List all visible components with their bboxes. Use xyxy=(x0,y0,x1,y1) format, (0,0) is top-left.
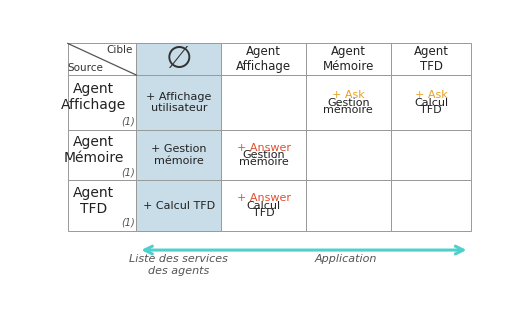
Text: Application: Application xyxy=(315,254,378,264)
Text: Agent
Mémoire: Agent Mémoire xyxy=(64,135,124,165)
Text: ∅: ∅ xyxy=(166,45,192,74)
Text: Gestion: Gestion xyxy=(242,150,285,160)
Bar xyxy=(391,130,471,180)
Text: TFD: TFD xyxy=(420,105,442,115)
Bar xyxy=(136,130,221,180)
Text: (1): (1) xyxy=(122,116,135,126)
Bar xyxy=(221,75,306,130)
Text: Source: Source xyxy=(67,63,103,73)
Text: Calcul: Calcul xyxy=(247,201,280,211)
Text: + Gestion
mémoire: + Gestion mémoire xyxy=(151,144,207,166)
Bar xyxy=(68,180,136,231)
Text: Agent
Affichage: Agent Affichage xyxy=(61,82,126,112)
Text: + Calcul TFD: + Calcul TFD xyxy=(143,201,215,211)
Text: Agent
Affichage: Agent Affichage xyxy=(236,45,291,73)
Text: + Ask: + Ask xyxy=(332,90,365,100)
Text: Agent
TFD: Agent TFD xyxy=(413,45,449,73)
Bar xyxy=(136,43,221,75)
Text: + Ask: + Ask xyxy=(414,90,448,100)
Text: Agent
Mémoire: Agent Mémoire xyxy=(322,45,374,73)
Text: mémoire: mémoire xyxy=(239,158,288,168)
Bar xyxy=(221,130,306,180)
Bar xyxy=(306,130,391,180)
Text: + Affichage
utilisateur: + Affichage utilisateur xyxy=(146,92,211,113)
Text: (1): (1) xyxy=(122,168,135,178)
Text: Gestion: Gestion xyxy=(327,98,370,108)
Text: mémoire: mémoire xyxy=(323,105,373,115)
Bar xyxy=(221,43,306,75)
Bar xyxy=(306,75,391,130)
Bar xyxy=(391,180,471,231)
Text: Calcul: Calcul xyxy=(414,98,448,108)
Bar xyxy=(136,180,221,231)
Bar xyxy=(391,43,471,75)
Bar xyxy=(136,75,221,130)
Text: + Answer: + Answer xyxy=(237,193,290,203)
Text: Agent
TFD: Agent TFD xyxy=(73,186,115,216)
Bar xyxy=(68,75,136,130)
Bar xyxy=(391,75,471,130)
Text: + Answer: + Answer xyxy=(237,143,290,153)
Text: (1): (1) xyxy=(122,218,135,228)
Text: Liste des services
des agents: Liste des services des agents xyxy=(129,254,228,276)
Bar xyxy=(306,180,391,231)
Text: TFD: TFD xyxy=(252,208,275,218)
Text: Cible: Cible xyxy=(106,46,133,56)
Bar xyxy=(68,43,136,75)
Bar xyxy=(68,130,136,180)
Bar xyxy=(221,180,306,231)
Bar xyxy=(306,43,391,75)
